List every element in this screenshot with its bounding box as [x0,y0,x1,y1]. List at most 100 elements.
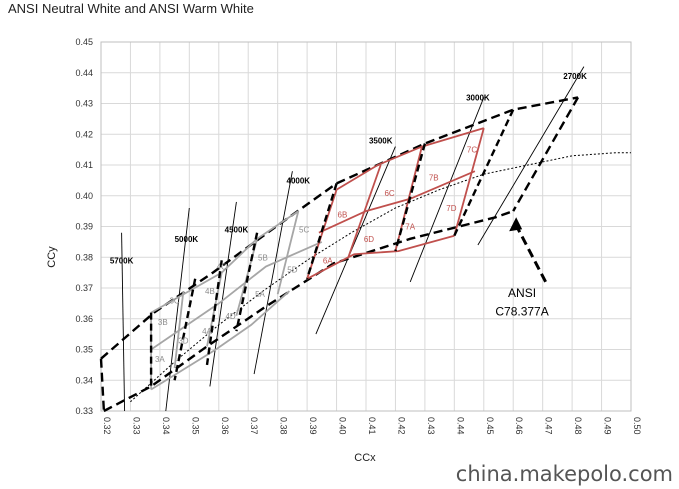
isotherm-line [315,146,396,335]
warm-bin-divider [347,164,382,258]
cct-boundary [453,109,515,237]
cct-label: 2700K [563,72,587,81]
neutral-bin-top [150,210,299,314]
bin-label: 5D [287,266,297,275]
y-tick-label: 0.40 [75,191,93,201]
isotherm-line [209,201,237,387]
planckian-locus [130,152,631,403]
cct-boundary [235,232,259,332]
y-tick-label: 0.42 [75,129,93,139]
cct-label: 4500K [225,226,249,235]
x-tick-label: 0.43 [426,417,436,435]
x-tick-label: 0.49 [603,417,613,435]
bin-label: 6C [384,189,394,198]
cct-label: 4000K [287,176,311,185]
x-tick-label: 0.50 [632,417,642,435]
warm-bin-divider [306,189,338,280]
bin-label: 7A [405,223,415,232]
ansi-arrow-head [509,217,523,232]
x-tick-label: 0.33 [131,417,141,435]
cct-label: 3500K [369,136,393,145]
cct-label: 5000K [175,235,199,244]
y-tick-label: 0.33 [75,406,93,416]
cct-label: 3000K [466,93,490,102]
plot-area [99,66,631,413]
bin-label: 6A [323,256,333,265]
bin-label: 4D [225,312,235,321]
annotation-labels: 5700K 5000K 4500K 4000K 3500K 3000K 2700K ANSI C… [110,72,587,364]
bin-label: 5A [255,290,265,299]
y-tick-label: 0.36 [75,314,93,324]
x-tick-label: 0.38 [279,417,289,435]
isotherm-line [253,171,293,375]
y-tick-label: 0.34 [75,375,93,385]
y-tick-label: 0.43 [75,99,93,109]
bin-label: 5C [299,226,309,235]
x-tick-label: 0.36 [220,417,230,435]
neutral-bin-divider [173,290,185,369]
bin-label: 6D [364,235,374,244]
x-tick-label: 0.48 [573,417,583,435]
ansi-arrow [514,224,547,283]
chart-title: ANSI Neutral White and ANSI Warm White [8,1,254,16]
y-tick-labels: 0.33 0.34 0.35 0.36 0.37 0.38 0.39 0.40 0.41 0.42… [75,37,93,416]
bin-label: 3B [158,318,168,327]
ansi-outline [103,209,514,413]
bin-label: 3D [178,336,188,345]
y-axis-label: CCy [46,246,58,268]
warm-bin-middle [318,170,476,234]
y-tick-label: 0.45 [75,37,93,47]
cct-boundary [173,278,197,381]
watermark: china.makepolo.com [455,462,673,486]
x-tick-label: 0.39 [308,417,318,435]
warm-bin-top [336,127,485,191]
x-tick-labels: 0.32 0.33 0.34 0.35 0.36 0.37 0.38 0.39 0.40 0.41… [102,417,642,435]
bin-label: 4B [205,287,215,296]
x-tick-label: 0.46 [514,417,524,435]
bin-label: 4C [217,263,227,272]
bin-label: 3C [169,296,179,305]
x-tick-label: 0.35 [190,417,200,435]
isotherm-line [121,232,126,412]
y-tick-label: 0.41 [75,160,93,170]
bin-label: 6B [338,210,348,219]
plot-border [100,41,632,412]
bin-label: 3A [155,355,165,364]
neutral-bin-divider [276,210,300,295]
neutral-bin-bottom [150,290,290,391]
cct-boundary [305,183,338,280]
axes [100,41,632,412]
y-tick-label: 0.37 [75,283,93,293]
ansi-outline [99,358,106,412]
grid-lines [100,41,632,412]
ansi-label: C78.377A [495,305,548,319]
bin-label: 5B [258,253,268,262]
x-axis-label: CCx [354,452,376,464]
bin-label: 7B [429,173,439,182]
y-tick-label: 0.38 [75,252,93,262]
isotherm-line [477,66,585,246]
y-tick-label: 0.39 [75,222,93,232]
x-tick-label: 0.32 [102,417,112,435]
y-tick-label: 0.35 [75,345,93,355]
cct-label: 5700K [110,256,134,265]
bin-label: 7C [467,146,477,155]
isotherm-line [409,97,485,283]
x-tick-label: 0.37 [249,417,259,435]
x-tick-label: 0.40 [338,417,348,435]
cct-boundary [205,260,223,366]
x-tick-label: 0.45 [485,417,495,435]
x-tick-label: 0.34 [161,417,171,435]
bin-label: 4A [202,327,212,336]
ansi-label: ANSI [508,286,536,300]
bin-label: 7D [446,204,456,213]
x-tick-label: 0.41 [367,417,377,435]
y-tick-label: 0.44 [75,68,93,78]
x-tick-label: 0.42 [396,417,406,435]
x-tick-label: 0.47 [544,417,554,435]
warm-bin-divider [453,127,485,236]
cct-boundary [394,143,427,252]
ansi-outline [512,96,580,212]
ansi-outline [100,96,579,360]
